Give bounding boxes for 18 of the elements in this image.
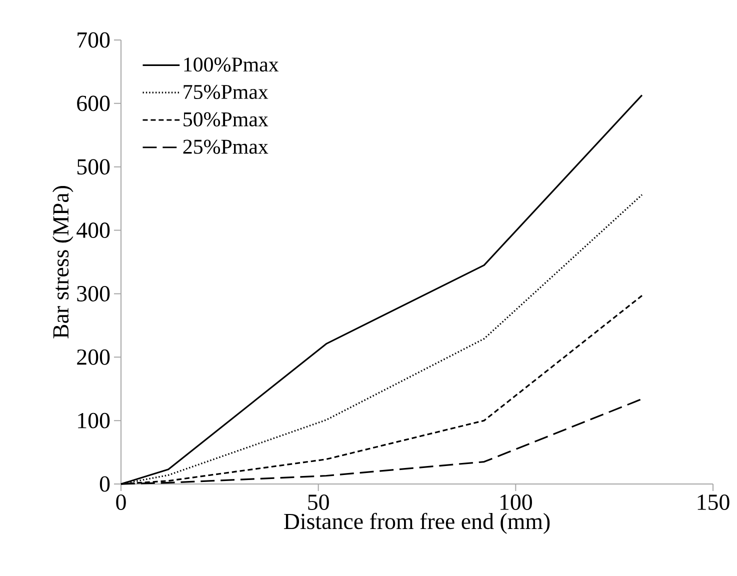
y-axis-title: Bar stress (MPa) bbox=[52, 186, 74, 338]
legend-label: 100%Pmax bbox=[184, 58, 279, 72]
legend-label: 50%Pmax bbox=[184, 112, 268, 126]
x-tick-label: 0 bbox=[116, 494, 126, 510]
y-tick-label: 600 bbox=[77, 96, 110, 112]
legend-label: 75%Pmax bbox=[184, 84, 268, 100]
x-tick-label: 50 bbox=[308, 494, 329, 510]
y-tick-label: 700 bbox=[78, 32, 110, 48]
x-tick-label: 150 bbox=[698, 494, 730, 510]
y-tick-label: 400 bbox=[76, 222, 110, 238]
y-tick-label: 200 bbox=[77, 349, 110, 365]
y-tick-label: 100 bbox=[78, 412, 110, 428]
x-axis-title: Distance from free end (mm) bbox=[284, 512, 550, 534]
legend-label: 25%Pmax bbox=[183, 140, 268, 154]
y-tick-label: 0 bbox=[100, 476, 110, 492]
y-tick-label: 300 bbox=[77, 286, 110, 302]
x-tick-label: 100 bbox=[500, 494, 532, 510]
y-tick-label: 500 bbox=[77, 159, 110, 175]
